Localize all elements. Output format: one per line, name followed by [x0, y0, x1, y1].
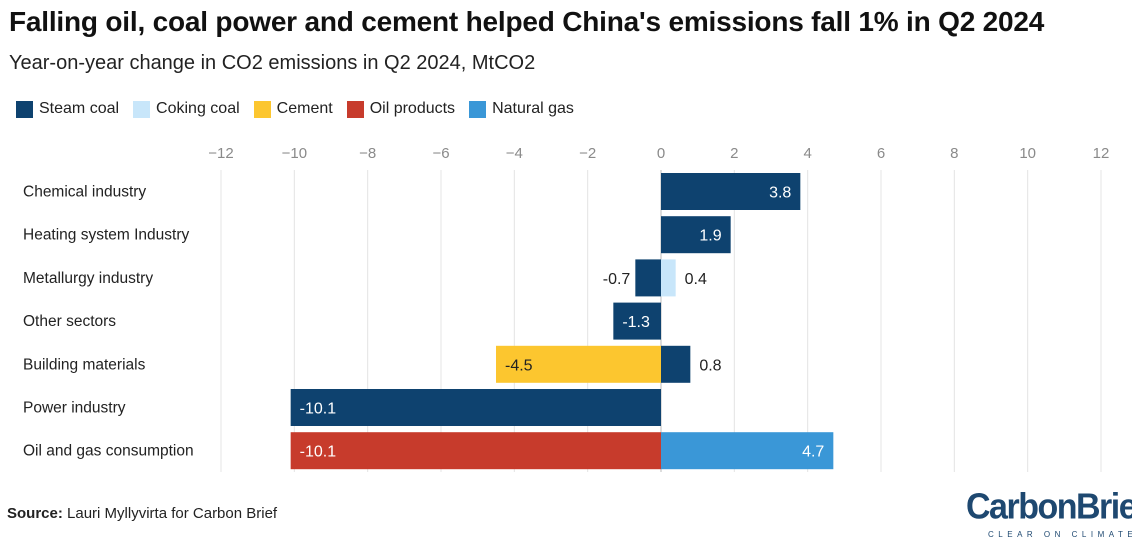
bar-chart: −12 −10 −8 −6 −4 −2 0 2 4 6 8 10 12 Chemical industry…	[23, 145, 1110, 472]
category-label: Building materials	[23, 356, 146, 373]
category-label: Chemical industry	[23, 184, 146, 201]
x-tick-label: −2	[579, 145, 596, 162]
x-tick-label: −4	[506, 145, 523, 162]
category-label: Oil and gas consumption	[23, 443, 194, 460]
bar	[661, 432, 834, 470]
bar	[661, 259, 676, 297]
bar	[290, 389, 661, 426]
category-label: Power industry	[23, 400, 126, 417]
category-label: Metallurgy industry	[23, 270, 153, 287]
legend-item-cement: Cement	[253, 100, 333, 118]
data-label: -0.7	[603, 271, 631, 288]
x-tick-label: 10	[1019, 145, 1036, 162]
bar	[613, 302, 661, 340]
legend-swatch-cement	[253, 100, 271, 118]
legend-item-natural-gas: Natural gas	[469, 100, 574, 118]
logo-wordmark: CarbonBrief	[966, 487, 1132, 527]
data-label: 0.4	[685, 271, 707, 288]
bar	[661, 345, 691, 383]
legend-item-steam-coal: Steam coal	[16, 100, 119, 118]
x-tick-label: −6	[432, 145, 449, 162]
chart-subtitle: Year-on-year change in CO2 emissions in …	[9, 52, 536, 74]
legend-label-natural-gas: Natural gas	[492, 100, 574, 117]
legend-item-coking-coal: Coking coal	[133, 100, 240, 118]
data-label: -4.5	[505, 357, 533, 374]
x-tick-label: −8	[359, 145, 376, 162]
category-label: Heating system Industry	[23, 227, 190, 244]
data-label: -10.1	[300, 401, 337, 418]
source-note: Source: Lauri Myllyvirta for Carbon Brie…	[7, 505, 277, 522]
legend-label-coking-coal: Coking coal	[156, 100, 240, 117]
category-label: Other sectors	[23, 313, 116, 330]
legend-swatch-steam-coal	[16, 100, 33, 118]
data-label: 0.8	[699, 357, 721, 374]
legend-item-oil-products: Oil products	[346, 100, 456, 118]
data-label: 4.7	[802, 444, 824, 461]
x-tick-label: 2	[730, 145, 738, 162]
source-label: Source:	[7, 505, 63, 522]
x-tick-label: −12	[208, 145, 233, 162]
x-tick-label: −10	[282, 145, 307, 162]
chart-title: Falling oil, coal power and cement helpe…	[9, 6, 1045, 37]
legend-label-steam-coal: Steam coal	[39, 100, 120, 117]
legend-label-oil-products: Oil products	[369, 100, 456, 117]
legend: Steam coal Coking coal Cement Oil produc…	[16, 100, 588, 118]
bar	[635, 259, 661, 297]
bar	[661, 216, 731, 254]
legend-swatch-oil-products	[346, 100, 364, 118]
data-label: -1.3	[622, 314, 650, 331]
source-text: Lauri Myllyvirta for Carbon Brief	[67, 505, 278, 522]
legend-swatch-coking-coal	[133, 100, 151, 118]
x-tick-label: 8	[950, 145, 958, 162]
data-label: -10.1	[300, 444, 337, 461]
bar	[496, 345, 661, 383]
x-tick-label: 6	[877, 145, 885, 162]
logo-tagline: CLEAR ON CLIMATE	[988, 530, 1132, 539]
bar	[290, 432, 661, 470]
data-label: 1.9	[699, 228, 721, 245]
bar	[661, 173, 801, 210]
x-tick-label: 12	[1093, 145, 1110, 162]
carbon-brief-logo: CarbonBrief CLEAR ON CLIMATE	[966, 487, 1132, 542]
x-tick-label: 4	[803, 145, 811, 162]
x-tick-label: 0	[657, 145, 665, 162]
legend-swatch-natural-gas	[469, 100, 487, 118]
legend-label-cement: Cement	[276, 100, 333, 117]
data-label: 3.8	[769, 185, 791, 202]
